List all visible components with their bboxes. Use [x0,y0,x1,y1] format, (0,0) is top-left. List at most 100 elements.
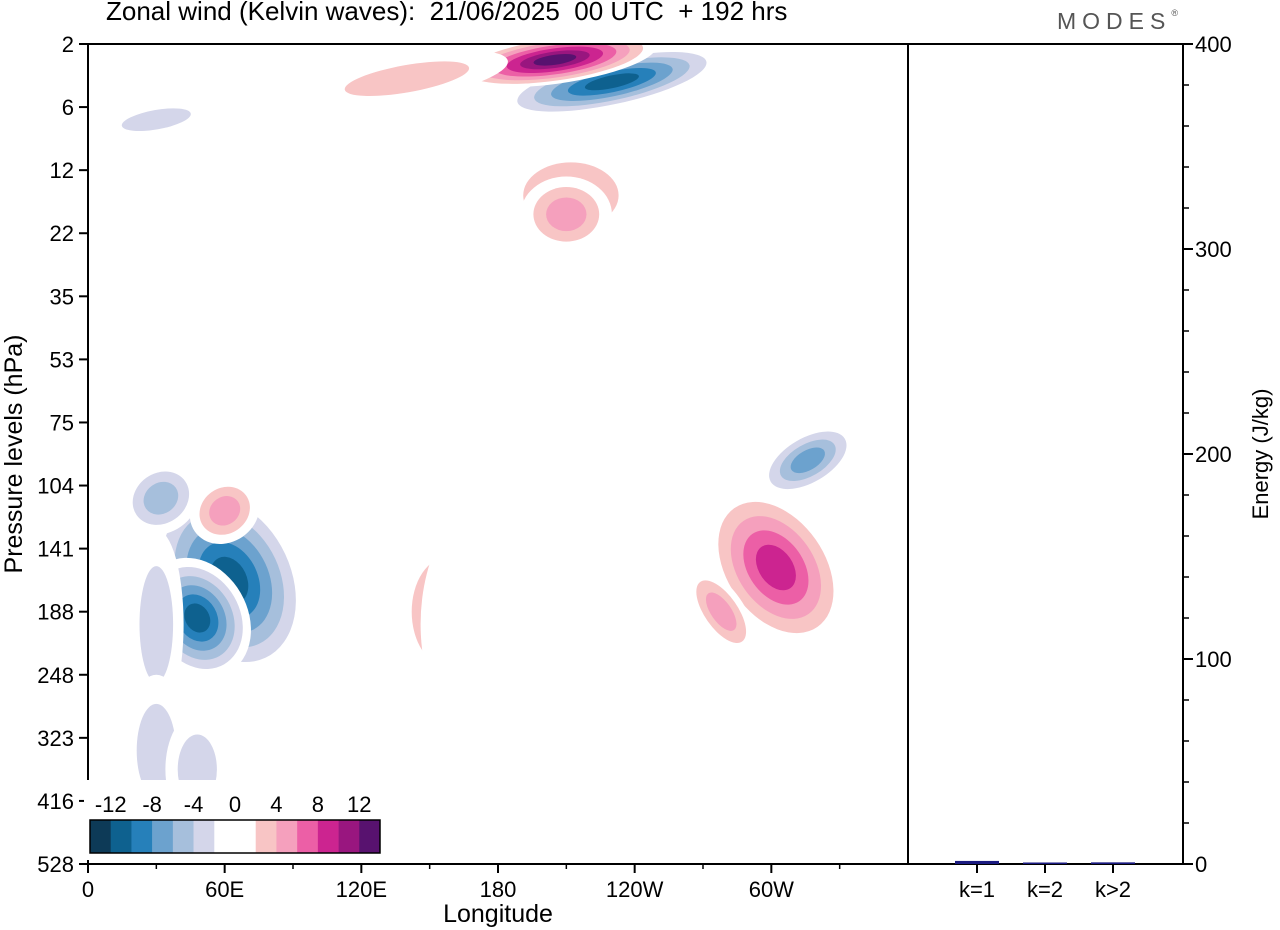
anomaly-westerly [475,649,612,827]
colorbar-swatch [359,820,381,853]
colorbar-swatch [172,820,194,853]
contour-level [789,186,891,306]
y-tick-label: 141 [37,537,74,562]
y-tick-label: 188 [37,600,74,625]
y-tick-label: 323 [37,726,74,751]
anomaly-westerly [305,50,508,107]
anomaly-easterly [500,46,724,117]
anomaly-westerly [101,400,157,458]
colorbar-swatch [255,820,277,853]
chart-title: Zonal wind (Kelvin waves): 21/06/2025 00… [106,0,788,26]
y-tick-label: 6 [62,95,74,120]
anomaly-westerly [607,132,708,171]
contour-level [475,649,612,827]
contour-level [546,197,587,232]
energy-axis-title: Energy (J/kg) [1248,389,1273,520]
x-tick-label: 120E [336,877,387,902]
contour-level [728,354,814,415]
energy-bar [1091,862,1135,864]
colorbar-swatch [131,820,153,853]
energy-tick-label: 400 [1195,32,1232,57]
colorbar-label: 0 [229,792,241,817]
anomaly-easterly [220,305,321,350]
brand-text: MODES [1057,8,1172,34]
contour-level [830,561,904,726]
anomaly-westerly [686,568,756,656]
anomaly-easterly [789,186,891,306]
colorbar-outline [89,819,381,854]
contour-level [755,544,796,591]
heatmap-field [100,44,904,858]
energy-bar [955,860,999,864]
energy-axis: 0 100 200 300 400 [1183,32,1232,877]
x-tick-label: 120W [606,877,664,902]
energy-bar [1023,862,1067,864]
contour-level [533,54,577,66]
contour-level [504,408,666,474]
colorbar-label: -8 [142,792,162,817]
contour-level [121,108,191,132]
contour-level [209,496,241,526]
contour-level [344,61,470,97]
anomaly-easterly [121,461,200,536]
colorbar-swatch [338,820,360,853]
colorbar-swatch [235,820,257,853]
y-axis-title: Pressure levels (hPa) [0,335,28,574]
anomaly-easterly [100,101,213,139]
x-axis-title: Longitude [443,900,553,928]
y-tick-label: 248 [37,663,74,688]
y-tick-label: 528 [37,852,74,877]
contour-level [790,447,825,474]
contour-level [133,71,316,111]
colorbar-label: -12 [95,792,127,817]
y-tick-label: 35 [50,284,74,309]
colorbar-swatch [110,820,132,853]
anomaly-easterly [129,529,184,719]
energy-frame [907,43,1184,865]
anomaly-westerly [189,477,260,544]
energy-category-label: k>2 [1095,877,1131,902]
y-tick-label: 75 [50,410,74,435]
pressure-axis: 2 6 12 22 35 53 75 104 141 188 248 323 416 528 [37,32,88,877]
colorbar-label: -4 [184,792,204,817]
contour-level [139,566,174,683]
energy-bars: k=1 k=2 k>2 [955,860,1135,902]
colorbar-swatch [317,820,339,853]
x-tick-label: 60W [749,877,794,902]
contour-level [143,481,179,515]
colorbar-swatch [152,820,174,853]
anomaly-westerly [520,176,612,253]
energy-tick-label: 0 [1195,852,1207,877]
contour-level [705,592,737,631]
colorbar-swatch [193,820,215,853]
y-tick-label: 12 [50,158,74,183]
energy-category-label: k=2 [1027,877,1063,902]
x-tick-label: 60E [205,877,244,902]
colorbar-swatch [276,820,298,853]
y-tick-label: 2 [62,32,74,57]
anomaly-easterly [830,561,904,726]
anomaly-westerly [133,71,316,111]
contour-level [184,603,211,633]
colorbar-swatch [214,820,236,853]
anomaly-westerly [504,408,666,474]
x-tick-label: 180 [480,877,517,902]
energy-tick-label: 200 [1195,442,1232,467]
energy-tick-label: 100 [1195,647,1232,672]
colorbar-swatch [90,820,112,853]
colorbar-swatch [297,820,319,853]
colorbar-legend: -12 -8 -4 0 4 8 12 [84,780,386,860]
y-tick-label: 53 [50,347,74,372]
brand-logo: MODES® [1057,8,1178,35]
anomaly-easterly [758,423,858,498]
colorbar-label: 4 [270,792,282,817]
y-tick-label: 416 [37,789,74,814]
contour-level [220,305,321,350]
contour-level [584,73,639,91]
contour-level [101,400,157,458]
longitude-axis: 0 60E 120E 180 120W 60W [82,864,841,902]
energy-tick-label: 300 [1195,237,1232,262]
contour-level [607,132,708,171]
energy-category-label: k=1 [959,877,995,902]
